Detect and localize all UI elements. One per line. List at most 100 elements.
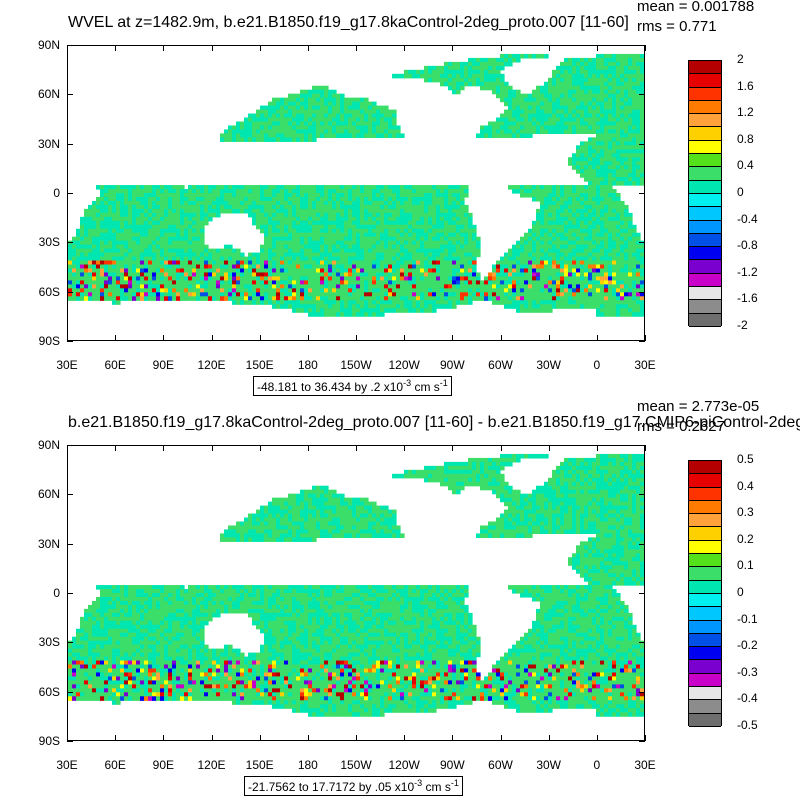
lat-tick-label: 30S xyxy=(38,635,60,650)
colorbar-swatch xyxy=(689,207,721,221)
lat-tick-label: 90S xyxy=(38,334,60,348)
colorbar-swatch xyxy=(689,114,721,128)
lon-tick xyxy=(356,735,357,741)
lat-tick xyxy=(639,94,645,96)
lon-tick-label: 180 xyxy=(297,758,318,772)
range-text: -21.7562 to 17.7172 by .05 x10 xyxy=(248,780,415,794)
colorbar-label: 0 xyxy=(737,585,744,599)
lon-tick-label: 90E xyxy=(152,358,174,372)
contour-range-label: -48.181 to 36.434 by .2 x10-3 cm s-1 xyxy=(253,376,452,396)
colorbar-swatch xyxy=(689,100,721,115)
map-title: b.e21.B1850.f19_g17.8kaControl-2deg_prot… xyxy=(68,414,800,431)
colorbar-swatch xyxy=(689,514,721,528)
colorbar-swatch xyxy=(689,554,721,568)
range-exponent: -3 xyxy=(414,778,423,788)
lon-tick xyxy=(548,445,550,451)
lat-tick xyxy=(639,242,645,244)
lon-tick xyxy=(452,335,454,341)
lon-tick xyxy=(307,45,309,51)
lat-tick xyxy=(639,642,645,644)
lon-tick xyxy=(404,735,406,741)
lon-tick xyxy=(307,445,309,451)
lon-tick xyxy=(163,45,165,51)
lon-tick xyxy=(67,335,68,341)
colorbar-label: -2 xyxy=(737,318,748,332)
lat-tick xyxy=(67,45,73,46)
colorbar-swatch xyxy=(689,620,721,634)
colorbar-swatch xyxy=(689,127,721,141)
colorbar-swatch xyxy=(689,607,721,621)
colorbar-swatch xyxy=(689,713,721,727)
mean-value: mean = 2.773e-05 xyxy=(637,398,760,415)
lat-tick xyxy=(639,593,645,594)
colorbar-swatch xyxy=(689,87,721,101)
lon-tick xyxy=(500,735,502,741)
lon-tick-label: 90W xyxy=(439,358,465,372)
colorbar-swatch xyxy=(689,74,721,88)
lat-tick-label: 60N xyxy=(37,487,60,502)
lon-tick xyxy=(500,45,502,51)
lon-tick xyxy=(356,45,357,51)
lon-tick xyxy=(163,445,165,451)
lon-tick xyxy=(307,335,309,341)
lat-tick xyxy=(67,593,73,594)
lon-tick xyxy=(404,335,406,341)
colorbar-swatch xyxy=(689,647,721,661)
lon-tick-label: 0 xyxy=(593,758,601,772)
lon-tick xyxy=(163,335,165,341)
map-field xyxy=(68,53,644,317)
colorbar-swatch xyxy=(689,154,721,168)
lon-tick-label: 30W xyxy=(536,358,561,372)
lon-tick-label: 150E xyxy=(245,358,274,372)
lon-tick-label: 90E xyxy=(152,758,174,772)
lon-tick xyxy=(115,445,117,451)
lat-tick xyxy=(639,291,645,293)
colorbar-label: -1.6 xyxy=(737,291,758,306)
lon-tick xyxy=(115,335,117,341)
map-title: WVEL at z=1482.9m, b.e21.B1850.f19_g17.8… xyxy=(68,14,629,31)
colorbar-label: -0.8 xyxy=(737,238,758,253)
colorbar-swatch xyxy=(689,500,721,515)
lat-tick xyxy=(639,193,645,194)
lat-tick-label: 30N xyxy=(37,136,60,151)
lon-tick xyxy=(645,335,646,341)
map-plot xyxy=(67,445,645,741)
lat-tick xyxy=(67,193,73,194)
colorbar-label: -1.2 xyxy=(737,264,758,279)
colorbar-label: 1.6 xyxy=(737,78,754,93)
lat-tick-label: 0 xyxy=(53,586,60,600)
colorbar-swatch xyxy=(689,180,721,194)
lon-tick xyxy=(452,45,454,51)
lat-tick xyxy=(639,494,645,496)
colorbar-swatch xyxy=(689,633,721,648)
colorbar-swatch xyxy=(689,167,721,181)
lon-tick xyxy=(67,45,68,51)
lat-tick xyxy=(67,341,73,342)
lon-tick-label: 120W xyxy=(388,358,420,372)
lat-tick xyxy=(67,94,73,96)
lon-tick-label: 60E xyxy=(104,758,126,772)
lat-tick xyxy=(639,543,645,545)
colorbar-swatch xyxy=(689,580,721,594)
colorbar-swatch xyxy=(689,300,721,314)
colorbar-swatch xyxy=(689,61,721,75)
colorbar-swatch xyxy=(689,193,721,208)
lon-tick-label: 30E xyxy=(56,358,78,372)
lat-tick xyxy=(639,741,645,742)
colorbar xyxy=(688,60,722,327)
lat-tick-label: 30N xyxy=(37,536,60,551)
lon-tick xyxy=(259,735,261,741)
lat-tick-label: 90N xyxy=(37,438,60,452)
range-exponent: -3 xyxy=(403,378,412,388)
lat-tick-label: 30S xyxy=(38,235,60,250)
lon-tick xyxy=(548,735,550,741)
colorbar-swatch xyxy=(689,487,721,501)
colorbar-label: 0.2 xyxy=(737,531,754,546)
lon-tick-label: 150W xyxy=(340,358,372,372)
colorbar-swatch xyxy=(689,273,721,288)
map-plot xyxy=(67,45,645,341)
lat-tick xyxy=(67,242,73,244)
colorbar-swatch xyxy=(689,593,721,608)
lat-tick xyxy=(639,341,645,342)
colorbar-label: 0.8 xyxy=(737,131,754,146)
